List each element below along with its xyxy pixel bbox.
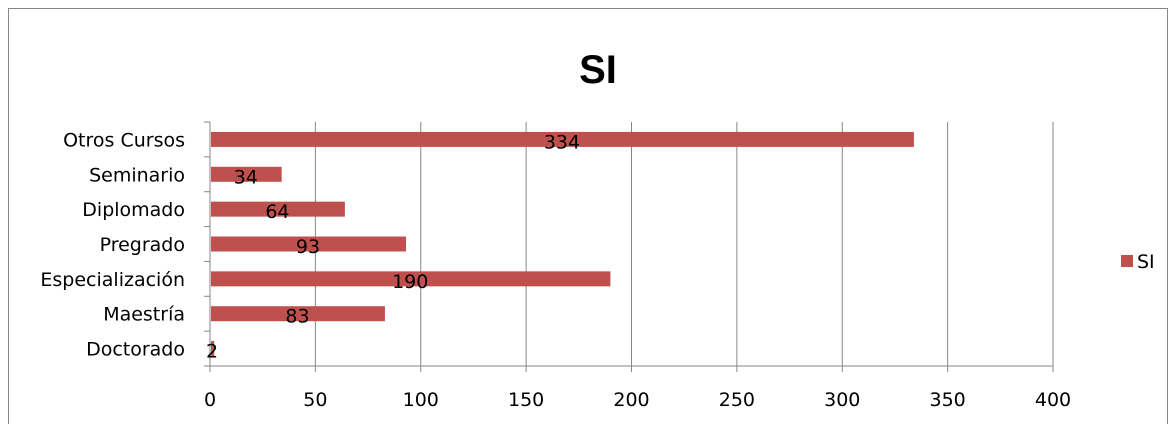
category-label: Seminario [89, 164, 185, 186]
category-label: Doctorado [86, 339, 185, 361]
x-tick-label: 250 [719, 389, 755, 411]
category-label: Otros Cursos [63, 129, 185, 151]
legend-swatch [1121, 255, 1133, 267]
legend-label: SI [1137, 251, 1155, 273]
data-label: 190 [392, 271, 428, 293]
category-label: Maestría [103, 304, 185, 326]
x-tick-label: 100 [403, 389, 439, 411]
x-tick-label: 300 [824, 389, 860, 411]
data-label: 83 [285, 306, 309, 328]
x-tick-label: 150 [508, 389, 544, 411]
x-tick-label: 200 [613, 389, 649, 411]
gridlines [315, 122, 1053, 366]
x-tick-label: 400 [1035, 389, 1071, 411]
data-label: 64 [265, 201, 289, 223]
data-label: 93 [296, 236, 320, 258]
category-labels: Doctorado Maestría Especialización Pregrado… [40, 129, 185, 360]
x-tick-label: 50 [303, 389, 327, 411]
category-label: Diplomado [82, 199, 185, 221]
data-label: 2 [206, 341, 218, 363]
tick-labels: 0 50 100 150 200 250 300 350 400 [204, 389, 1071, 411]
x-tick-label: 0 [204, 389, 216, 411]
category-label: Especialización [40, 269, 185, 291]
chart-title: SI [579, 48, 617, 92]
data-label: 34 [234, 166, 258, 188]
data-label: 334 [544, 131, 580, 153]
category-label: Pregrado [100, 234, 185, 256]
x-tick-label: 350 [929, 389, 965, 411]
legend: SI [1121, 251, 1155, 273]
